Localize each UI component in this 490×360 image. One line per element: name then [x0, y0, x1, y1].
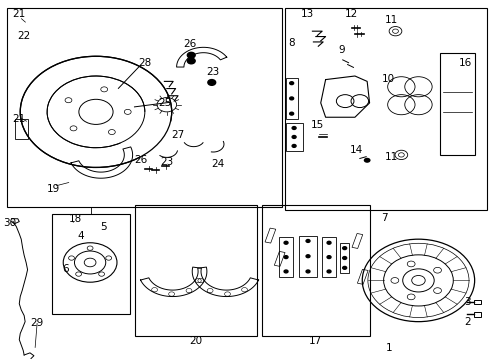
Text: 9: 9	[339, 45, 345, 55]
Bar	[135, 205, 257, 336]
Circle shape	[343, 247, 346, 249]
Text: 21: 21	[13, 114, 26, 124]
Text: 2: 2	[464, 317, 470, 327]
Circle shape	[306, 239, 310, 242]
Text: 21: 21	[13, 9, 26, 19]
Circle shape	[290, 97, 294, 100]
Text: 6: 6	[62, 264, 69, 274]
Text: 8: 8	[289, 38, 295, 48]
Bar	[6, 8, 282, 207]
Bar	[274, 251, 285, 266]
Bar	[15, 119, 27, 139]
Circle shape	[208, 80, 216, 85]
Bar	[322, 237, 336, 277]
Circle shape	[187, 58, 195, 64]
Text: 16: 16	[459, 58, 472, 68]
Circle shape	[343, 266, 346, 269]
Bar	[357, 269, 368, 284]
Bar	[340, 243, 349, 273]
Text: 23: 23	[160, 157, 173, 167]
Bar	[286, 78, 298, 119]
Text: 26: 26	[183, 39, 196, 49]
Circle shape	[290, 82, 294, 85]
Text: 14: 14	[350, 144, 363, 154]
Text: 30: 30	[3, 218, 16, 228]
Text: 23: 23	[207, 67, 220, 77]
Text: 13: 13	[301, 9, 314, 19]
Text: 25: 25	[158, 98, 171, 108]
Circle shape	[306, 255, 310, 258]
Circle shape	[327, 256, 331, 258]
Text: 1: 1	[386, 343, 392, 353]
Text: 24: 24	[212, 159, 225, 169]
Circle shape	[343, 257, 346, 260]
Text: 20: 20	[190, 336, 203, 346]
Text: 4: 4	[77, 231, 84, 240]
Circle shape	[327, 241, 331, 244]
Bar	[52, 214, 130, 315]
Circle shape	[284, 241, 288, 244]
Bar	[265, 228, 276, 243]
Text: 11: 11	[385, 152, 398, 162]
Text: 15: 15	[311, 121, 324, 130]
Bar	[352, 234, 363, 248]
Circle shape	[364, 158, 370, 163]
Text: 12: 12	[345, 9, 358, 19]
Text: 29: 29	[31, 318, 44, 328]
Text: 18: 18	[68, 214, 82, 224]
Circle shape	[292, 127, 296, 130]
Bar	[279, 237, 293, 277]
Circle shape	[284, 256, 288, 258]
Text: 5: 5	[100, 222, 107, 231]
Text: 3: 3	[464, 297, 470, 307]
Circle shape	[290, 112, 294, 115]
Bar	[474, 300, 481, 304]
Circle shape	[292, 144, 296, 147]
Bar	[299, 235, 318, 277]
Circle shape	[187, 52, 195, 58]
Bar	[441, 53, 475, 155]
Text: 22: 22	[17, 31, 30, 41]
Text: 19: 19	[47, 184, 60, 194]
Text: 7: 7	[381, 213, 388, 222]
Text: 11: 11	[385, 15, 398, 26]
Circle shape	[327, 270, 331, 273]
Text: 27: 27	[172, 130, 185, 140]
Bar	[474, 312, 481, 317]
Text: 17: 17	[309, 336, 322, 346]
Circle shape	[306, 270, 310, 273]
Bar	[285, 8, 487, 211]
Text: 28: 28	[138, 58, 151, 68]
Text: 10: 10	[382, 74, 395, 84]
Bar	[286, 123, 303, 151]
Bar	[262, 205, 369, 336]
Circle shape	[292, 135, 296, 138]
Circle shape	[284, 270, 288, 273]
Text: 26: 26	[134, 155, 147, 165]
